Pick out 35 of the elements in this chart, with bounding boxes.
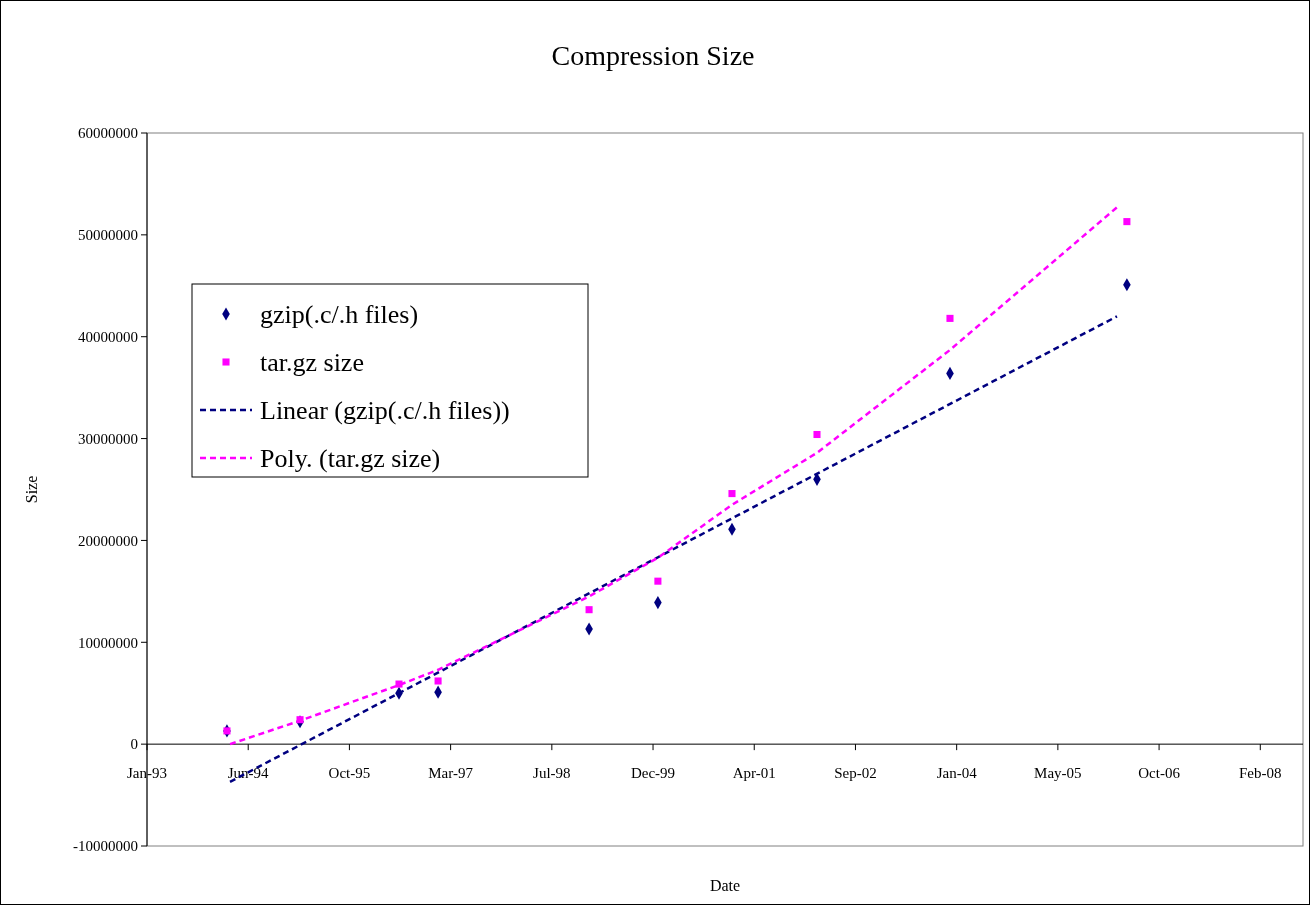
y-tick-label: 10000000 — [78, 634, 138, 651]
x-tick-label: Jan-04 — [936, 765, 978, 782]
x-tick-label: Sep-02 — [834, 765, 877, 782]
y-tick-label: 20000000 — [78, 532, 138, 549]
x-tick-label: Jun-94 — [227, 765, 270, 782]
x-tick-label: Dec-99 — [630, 765, 676, 782]
legend-label: tar.gz size — [260, 348, 364, 378]
legend-label: Poly. (tar.gz size) — [260, 444, 441, 474]
point — [1123, 218, 1131, 226]
point — [946, 314, 954, 322]
y-axis-title: Size — [23, 475, 40, 504]
x-tick-label: Apr-01 — [732, 765, 776, 782]
y-tick-label: -10000000 — [73, 838, 138, 855]
point — [434, 677, 442, 685]
line-series — [228, 206, 1119, 746]
y-tick-label: 60000000 — [78, 125, 138, 142]
x-tick-label: May-05 — [1034, 765, 1082, 782]
x-tick-label: Mar-97 — [428, 765, 474, 782]
y-tick-label: 0 — [130, 736, 138, 753]
chart-title: Compression Size — [551, 40, 755, 71]
x-axis-title: Date — [709, 877, 741, 894]
point — [654, 577, 662, 585]
legend-label: Linear (gzip(.c/.h files)) — [260, 396, 510, 426]
y-tick-label: 40000000 — [78, 328, 138, 345]
y-tick-label: 30000000 — [78, 430, 138, 447]
x-tick-label: Jul-98 — [533, 765, 571, 782]
legend-label: gzip(.c/.h files) — [260, 300, 419, 330]
point — [728, 490, 736, 498]
x-tick-label: Oct-06 — [1138, 765, 1181, 782]
point — [395, 680, 403, 688]
y-tick-label: 50000000 — [78, 227, 138, 244]
point — [585, 606, 593, 614]
point — [813, 430, 821, 439]
x-tick-label: Oct-95 — [328, 765, 371, 782]
x-tick-label: Feb-08 — [1239, 765, 1282, 782]
